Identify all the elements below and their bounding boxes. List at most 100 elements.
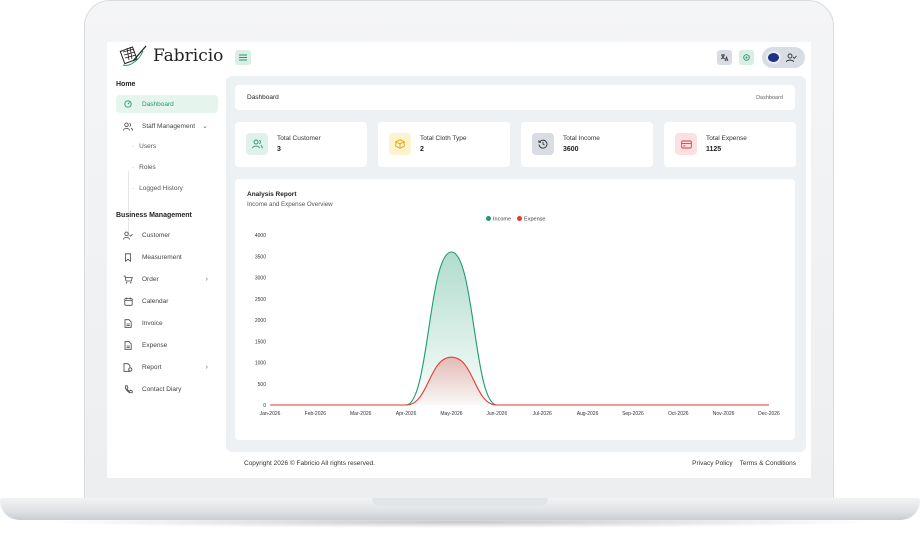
box-icon — [389, 133, 411, 155]
y-tick-label: 4000 — [255, 233, 266, 239]
sidebar-item-contact-diary[interactable]: Contact Diary — [116, 380, 218, 398]
legend-label: Income — [493, 216, 512, 223]
stat-label: Total Expense — [706, 135, 747, 142]
x-tick-label: Feb-2026 — [305, 411, 327, 417]
chevron-down-icon: ⌄ — [202, 123, 208, 130]
section-home: Home — [116, 81, 136, 88]
sidebar-item-label: Dashboard — [142, 100, 174, 108]
stat-card-total-cloth-type: Total Cloth Type 2 — [378, 122, 510, 167]
terms-conditions-link[interactable]: Terms & Conditions — [739, 460, 796, 467]
stat-card-total-expense: Total Expense 1125 — [664, 122, 796, 167]
hamburger-icon — [239, 54, 247, 61]
laptop-base — [0, 498, 920, 520]
y-tick-label: 3000 — [255, 276, 266, 282]
sidebar-item-label: Measurement — [142, 253, 182, 261]
translate-button[interactable] — [717, 50, 732, 65]
page-title: Dashboard — [247, 94, 279, 101]
report-subtitle: Income and Expense Overview — [247, 201, 333, 208]
copyright-text: Copyright 2026 © Fabricio All rights res… — [244, 460, 375, 467]
needle-thread-logo-icon — [119, 45, 147, 66]
series-line-expense — [270, 356, 769, 406]
sidebar-item-label: Expense — [142, 341, 168, 349]
breadcrumb-current[interactable]: Dashboard — [756, 95, 783, 101]
calendar-icon — [122, 295, 134, 307]
y-tick-label: 0 — [263, 403, 266, 409]
report-title: Analysis Report — [247, 191, 297, 198]
x-tick-label: May-2026 — [440, 411, 462, 417]
dashboard-icon — [122, 98, 134, 110]
file-icon — [122, 339, 134, 351]
x-tick-label: Nov-2026 — [713, 411, 735, 417]
stat-label: Total Income — [563, 135, 600, 142]
sidebar-item-dashboard[interactable]: Dashboard — [116, 95, 218, 113]
settings-button[interactable] — [739, 50, 754, 65]
user-check-icon — [786, 53, 797, 62]
sidebar-item-label: Staff Management — [142, 122, 195, 130]
file-icon — [122, 317, 134, 329]
chevron-right-icon: › — [205, 363, 208, 371]
users-icon — [246, 133, 268, 155]
x-tick-label: Apr-2026 — [396, 411, 417, 417]
sidebar-item-calendar[interactable]: Calendar — [116, 292, 218, 310]
bookmark-icon — [122, 251, 134, 263]
main-content: Dashboard Dashboard Total Customer 3 Tot… — [226, 76, 806, 452]
y-tick-label: 1500 — [255, 339, 266, 345]
chart-legend: Income Expense — [486, 216, 545, 223]
sidebar-item-measurement[interactable]: Measurement — [116, 248, 218, 266]
x-tick-label: Sep-2026 — [622, 411, 644, 417]
users-icon — [122, 120, 134, 132]
stat-value: 1125 — [706, 146, 722, 153]
profile-menu[interactable] — [762, 47, 805, 68]
sidebar-item-order[interactable]: Order › — [116, 270, 218, 288]
y-tick-label: 500 — [258, 382, 267, 388]
submenu-line — [128, 171, 129, 237]
privacy-policy-link[interactable]: Privacy Policy — [692, 460, 733, 467]
area-chart: 4000 3500 3000 2500 2000 1500 1000 500 0 Jan-2026… — [255, 233, 780, 417]
stat-label: Total Cloth Type — [420, 135, 467, 142]
y-tick-label: 2000 — [255, 318, 266, 324]
sidebar-item-label: Order — [142, 275, 159, 283]
sidebar-item-staff-management[interactable]: Staff Management ⌄ — [116, 117, 218, 135]
breadcrumb: Dashboard Dashboard — [235, 85, 795, 110]
sidebar-item-expense[interactable]: Expense — [116, 336, 218, 354]
sidebar-item-customer[interactable]: Customer — [116, 226, 218, 244]
sidebar-item-label: Report — [142, 363, 162, 371]
cart-icon — [122, 273, 134, 285]
x-tick-label: Dec-2026 — [758, 411, 780, 417]
x-tick-label: Oct-2026 — [668, 411, 689, 417]
sidebar-subitem-logged-history[interactable]: Logged History — [132, 182, 183, 196]
legend-item-expense[interactable]: Expense — [517, 216, 545, 223]
stat-value: 2 — [420, 146, 424, 153]
sidebar-subitem-users[interactable]: Users — [132, 140, 156, 154]
menu-toggle-button[interactable] — [235, 50, 251, 65]
avatar — [766, 51, 781, 64]
history-icon — [532, 133, 554, 155]
y-tick-label: 3500 — [255, 254, 266, 260]
sidebar-item-report[interactable]: Report › — [116, 358, 218, 376]
credit-card-icon — [675, 133, 697, 155]
x-tick-label: Jan-2026 — [260, 411, 281, 417]
series-area-expense — [270, 357, 769, 405]
y-tick-label: 1000 — [255, 361, 266, 367]
x-tick-label: Mar-2026 — [350, 411, 372, 417]
phone-icon — [122, 383, 134, 395]
sidebar-item-label: Customer — [142, 231, 171, 239]
series-line-income — [270, 251, 769, 406]
y-tick-label: 2500 — [255, 297, 266, 303]
legend-dot — [517, 216, 523, 221]
x-tick-label: Jul-2026 — [533, 411, 552, 417]
sidebar-item-label: Invoice — [142, 319, 163, 327]
x-tick-label: Aug-2026 — [577, 411, 599, 417]
sidebar-item-invoice[interactable]: Invoice — [116, 314, 218, 332]
user-check-icon — [122, 229, 134, 241]
analysis-report-card: Analysis Report Income and Expense Overv… — [235, 179, 795, 440]
x-tick-label: Jun-2026 — [486, 411, 507, 417]
stat-label: Total Customer — [277, 135, 321, 142]
sidebar-subitem-roles[interactable]: Roles — [132, 161, 156, 175]
stat-card-total-income: Total Income 3600 — [521, 122, 653, 167]
sidebar-item-label: Calendar — [142, 297, 169, 305]
logo[interactable]: Fabricio — [119, 42, 223, 70]
legend-item-income[interactable]: Income — [486, 216, 511, 223]
legend-dot — [486, 216, 491, 221]
